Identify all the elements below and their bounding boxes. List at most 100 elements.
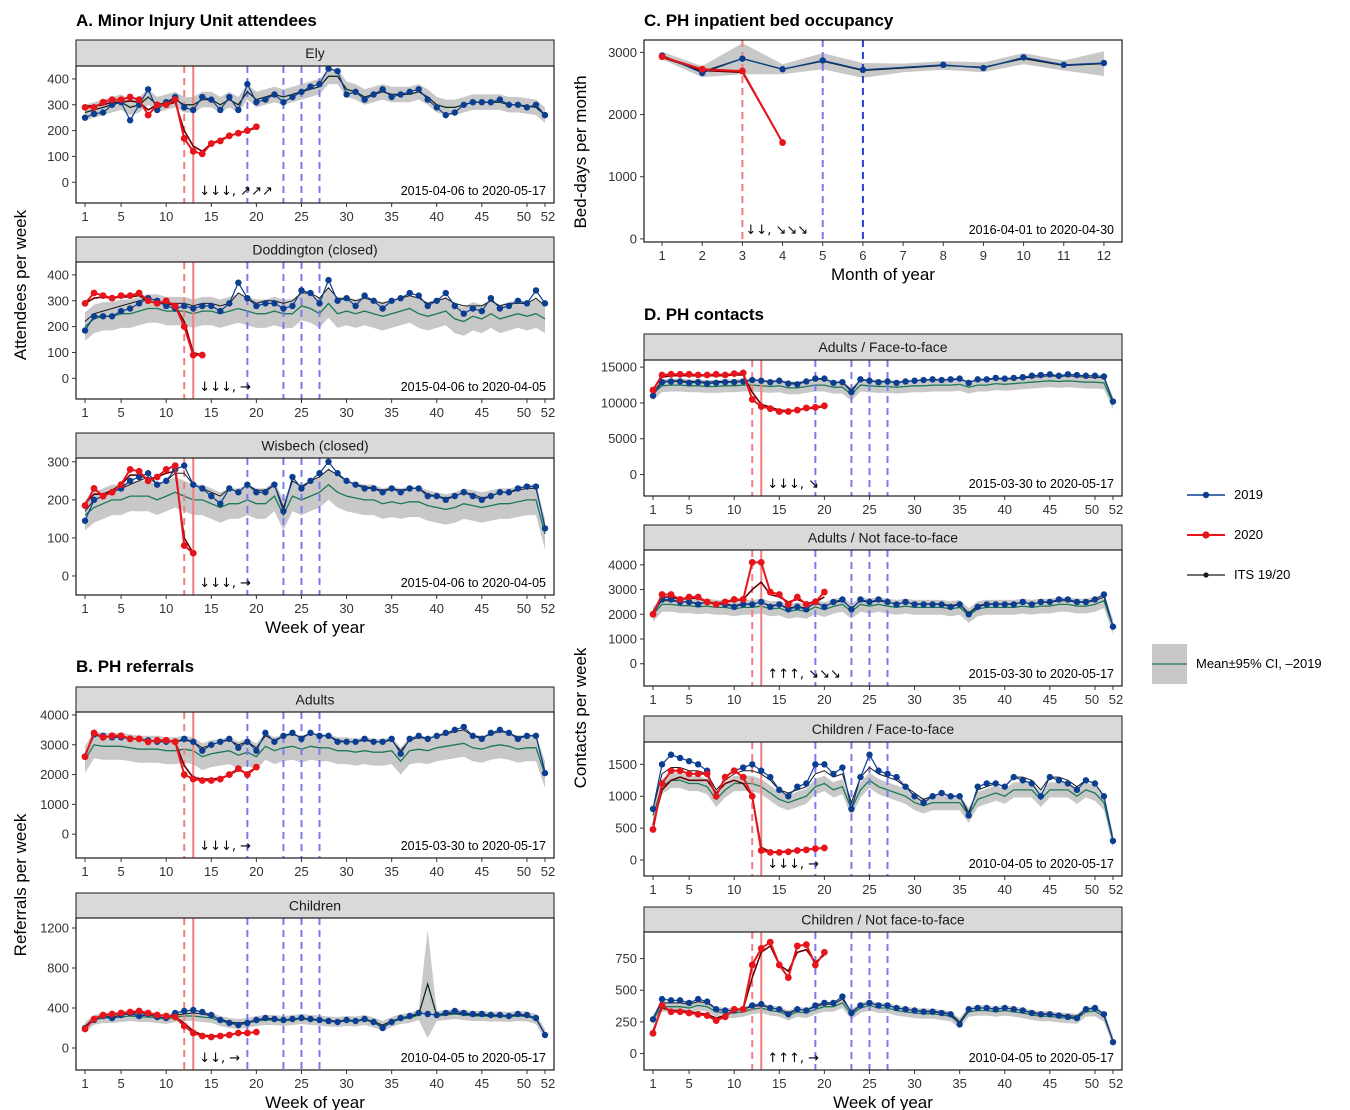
y-tick-label: 5000 <box>608 431 637 446</box>
x-tick-label: 40 <box>430 1076 444 1091</box>
point-2019 <box>181 462 188 469</box>
point-2019 <box>965 611 972 618</box>
x-tick-label: 10 <box>159 209 173 224</box>
point-2019 <box>676 754 684 762</box>
panel-7: Adults / Not face-to-face 0 1000 2000 3000 40… <box>608 524 1123 707</box>
x-tick-label: 10 <box>727 882 741 897</box>
point-2019 <box>884 378 891 385</box>
point-2019 <box>397 489 404 496</box>
point-2019 <box>965 812 972 819</box>
y-tick-label: 500 <box>615 983 637 998</box>
point-2019 <box>893 773 900 781</box>
point-2020 <box>811 961 819 969</box>
point-2019 <box>1010 601 1017 608</box>
point-2020 <box>207 1033 215 1041</box>
plot-area <box>644 742 1122 876</box>
legend: 2019 2020 ITS 19/20 Mean±95% CI, –2019 <box>1152 487 1322 684</box>
x-tick-label: 10 <box>727 692 741 707</box>
mean-line <box>652 779 1114 842</box>
facet-strip-label: Doddington (closed) <box>252 242 377 258</box>
y-tick-label: 10000 <box>601 395 637 410</box>
point-2019 <box>940 61 947 69</box>
point-2019 <box>1046 1011 1054 1018</box>
point-2019 <box>217 307 224 315</box>
point-2020 <box>667 370 675 378</box>
point-2019 <box>433 492 440 500</box>
point-2020 <box>757 945 765 952</box>
section-c-title: C. PH inpatient bed occupancy <box>644 11 894 30</box>
trend-arrows-label: ↑↑↑, → <box>767 1051 819 1066</box>
y-tick-label: 100 <box>47 149 69 164</box>
point-2019 <box>532 287 540 294</box>
y-tick-label: 0 <box>630 656 637 671</box>
x-tick-label: 1 <box>649 882 656 897</box>
plot-area <box>644 932 1122 1070</box>
x-tick-label: 45 <box>1043 502 1057 517</box>
x-tick-label: 30 <box>907 1076 921 1091</box>
point-2019 <box>812 761 819 768</box>
x-tick-label: 5 <box>685 882 692 897</box>
x-tick-label: 40 <box>430 405 444 420</box>
ci-band <box>85 729 545 788</box>
x-tick-label: 15 <box>204 601 218 616</box>
x-tick-label: 1 <box>649 502 656 517</box>
point-2019 <box>253 302 260 310</box>
facet-strip-label: Children / Face-to-face <box>812 721 955 737</box>
point-2019 <box>262 1014 269 1022</box>
point-2019 <box>812 375 819 382</box>
point-2019 <box>289 93 296 101</box>
point-2019 <box>803 780 810 787</box>
point-2019 <box>830 379 837 387</box>
point-2019 <box>1001 1004 1008 1012</box>
point-2019 <box>298 287 305 294</box>
x-tick-label: 25 <box>294 1076 308 1091</box>
point-2019 <box>857 1002 864 1009</box>
point-2020 <box>766 588 774 596</box>
point-2019 <box>397 294 404 302</box>
point-2019 <box>289 473 296 481</box>
y-tick-label: 100 <box>47 345 69 360</box>
point-2019 <box>226 1019 233 1027</box>
point-2019 <box>307 1015 314 1023</box>
point-2020 <box>144 477 152 485</box>
facet-strip <box>75 236 555 263</box>
point-2019 <box>956 601 963 608</box>
point-2020 <box>784 974 792 981</box>
point-2019 <box>199 747 206 754</box>
point-2019 <box>1073 371 1081 379</box>
facet-strip-label: Ely <box>305 45 324 61</box>
point-2019 <box>812 1002 819 1009</box>
point-2019 <box>226 93 233 101</box>
point-2019 <box>271 91 278 98</box>
point-2019 <box>81 327 89 334</box>
point-2019 <box>460 1009 468 1017</box>
point-2019 <box>1064 371 1072 378</box>
point-2019 <box>658 378 666 386</box>
point-2019 <box>920 799 927 806</box>
x-tick-label: 30 <box>339 209 353 224</box>
x-tick-label: 10 <box>1016 248 1030 263</box>
point-2019 <box>244 294 251 302</box>
point-2019 <box>217 106 224 114</box>
point-2020 <box>153 299 161 307</box>
point-2020 <box>676 370 684 378</box>
point-2019 <box>514 297 522 304</box>
point-2020 <box>81 1025 89 1033</box>
point-2020 <box>189 775 197 783</box>
facet-strip <box>643 524 1123 551</box>
point-2020 <box>694 770 702 778</box>
plot-frame <box>75 261 555 400</box>
point-2019 <box>1046 598 1054 606</box>
point-2019 <box>523 104 531 111</box>
point-2020 <box>698 65 706 73</box>
point-2019 <box>947 376 954 383</box>
point-2019 <box>532 101 540 108</box>
point-2020 <box>117 481 125 489</box>
point-2019 <box>460 723 468 731</box>
point-2019 <box>1082 777 1090 784</box>
date-range-label: 2015-04-06 to 2020-04-05 <box>401 380 546 394</box>
point-2019 <box>478 735 486 743</box>
